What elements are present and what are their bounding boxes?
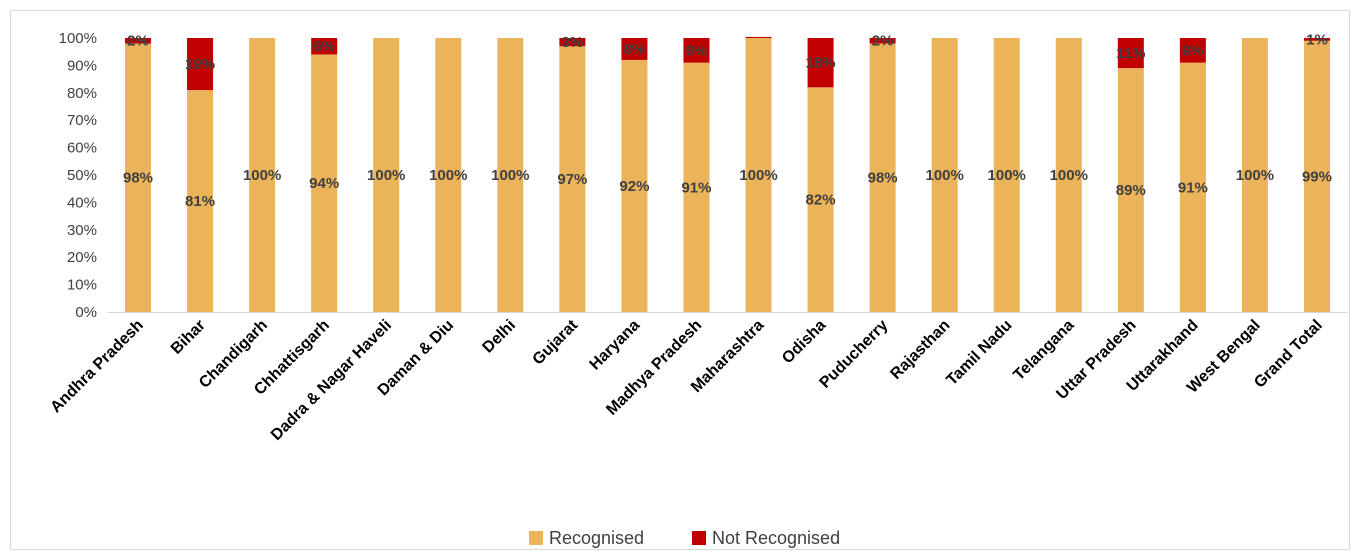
y-tick-label: 80% [67,85,97,102]
y-tick-label: 20% [67,249,97,266]
data-label-recognised: 81% [185,193,215,210]
data-labels: 98% 2% 81% 19% 100% 94% 6% 100% 100% 100% 97% 3% 92%… [123,31,1332,210]
y-tick-label: 60% [67,140,97,157]
data-label-recognised: 92% [619,178,649,195]
bar-recognised [1303,40,1330,313]
data-label-not-recognised: 1% [1306,31,1328,48]
data-label-not-recognised: 6% [313,38,335,55]
data-label-not-recognised: 11% [1116,45,1145,62]
bar-recognised [683,62,710,312]
x-category-label: Dadra & Nagar Haveli [268,317,395,444]
data-label-recognised: 89% [1116,182,1146,199]
x-category-label: Bihar [168,317,209,358]
bar-recognised [621,59,648,312]
y-axis: 0% 10% 20% 30% 40% 50% 60% 70% 80% 90% 100% [59,30,97,321]
bar-recognised [125,43,152,312]
data-label-recognised: 98% [868,170,898,187]
y-tick-label: 30% [67,222,97,239]
bar-not-recognised [125,38,152,44]
bar-recognised [559,46,586,312]
bar-recognised [187,90,214,312]
bar-recognised [1117,68,1144,312]
bar-recognised [1179,62,1206,312]
x-category-label: Tamil Nadu [943,317,1015,389]
bar-recognised [807,87,834,312]
data-label-recognised: 82% [806,192,836,209]
data-label-recognised: 100% [367,167,405,184]
y-tick-label: 50% [67,167,97,184]
bar-not-recognised [807,38,834,88]
bar-recognised [1055,38,1082,312]
bar-not-recognised [1303,38,1330,41]
y-tick-label: 0% [75,304,97,321]
data-label-recognised: 97% [557,171,587,188]
x-category-label: Delhi [479,317,519,357]
data-label-recognised: 100% [491,167,529,184]
legend-label: Recognised [549,528,644,548]
data-label-recognised: 100% [243,167,281,184]
y-tick-label: 40% [67,194,97,211]
x-category-label: Gujarat [530,316,582,368]
bar-not-recognised [187,38,214,91]
data-label-recognised: 100% [988,167,1026,184]
data-label-not-recognised: 9% [1182,42,1204,59]
bar-not-recognised [311,38,338,55]
bar-recognised [931,38,958,312]
bar-recognised [745,38,772,312]
bar-recognised [1241,38,1268,312]
data-label-recognised: 99% [1302,168,1332,185]
data-label-recognised: 100% [429,167,467,184]
data-label-recognised: 100% [739,167,777,184]
bars [125,36,1330,313]
legend-swatch [692,531,706,545]
x-category-label: Telangana [1010,317,1077,384]
legend: Recognised Not Recognised [529,528,840,548]
legend-label: Not Recognised [712,528,840,548]
x-category-label: Andhra Pradesh [47,317,146,416]
y-tick-label: 70% [67,112,97,129]
data-label-recognised: 91% [1178,179,1208,196]
bar-not-recognised [621,38,648,60]
y-tick-label: 90% [67,57,97,74]
bar-not-recognised [1117,38,1144,69]
data-label-not-recognised: 9% [686,42,708,59]
bar-recognised [993,38,1020,312]
data-label-not-recognised: 2% [872,33,894,50]
data-label-not-recognised: 3% [562,34,584,51]
x-category-label: Odisha [779,317,829,367]
data-label-recognised: 98% [123,170,153,187]
data-label-not-recognised: 2% [127,33,149,50]
bar-not-recognised [745,36,772,38]
data-label-recognised: 94% [309,175,339,192]
data-label-recognised: 100% [925,167,963,184]
bar-recognised [435,38,462,312]
y-tick-label: 10% [67,277,97,294]
bar-recognised [249,38,276,312]
x-category-label: Haryana [587,317,644,374]
data-label-recognised: 100% [1236,167,1274,184]
bar-not-recognised [869,38,896,44]
x-axis: Andhra Pradesh BiharChandigarhChhattisgar… [47,312,1348,444]
data-label-recognised: 100% [1050,167,1088,184]
bar-recognised [311,54,338,312]
bar-not-recognised [559,38,586,47]
data-label-not-recognised: 18% [806,55,836,72]
x-category-label: Rajasthan [887,317,953,383]
bar-not-recognised [1179,38,1206,63]
legend-swatch [529,531,543,545]
bar-recognised [497,38,524,312]
bar-recognised [373,38,400,312]
bar-recognised [869,43,896,312]
data-label-recognised: 91% [681,179,711,196]
data-label-not-recognised: 8% [624,41,646,58]
data-label-not-recognised: 19% [185,56,215,73]
bar-not-recognised [683,38,710,63]
y-tick-label: 100% [59,30,97,47]
